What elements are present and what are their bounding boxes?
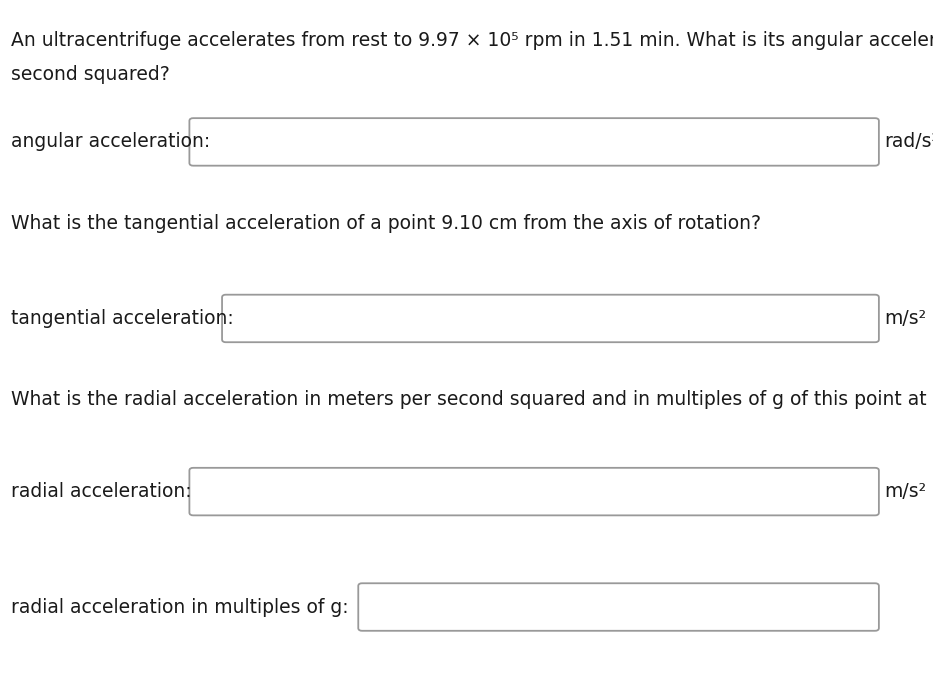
FancyBboxPatch shape bbox=[189, 118, 879, 166]
FancyBboxPatch shape bbox=[358, 583, 879, 631]
Text: m/s²: m/s² bbox=[884, 482, 926, 501]
Text: What is the tangential acceleration of a point 9.10 cm from the axis of rotation: What is the tangential acceleration of a… bbox=[11, 214, 761, 233]
Text: m/s²: m/s² bbox=[884, 309, 926, 328]
Text: tangential acceleration:: tangential acceleration: bbox=[11, 309, 234, 328]
FancyBboxPatch shape bbox=[189, 468, 879, 515]
FancyBboxPatch shape bbox=[222, 295, 879, 342]
Text: radial acceleration in multiples of g:: radial acceleration in multiples of g: bbox=[11, 598, 349, 617]
Text: angular acceleration:: angular acceleration: bbox=[11, 132, 211, 151]
Text: radial acceleration:: radial acceleration: bbox=[11, 482, 192, 501]
Text: rad/s²: rad/s² bbox=[884, 132, 933, 151]
Text: An ultracentrifuge accelerates from rest to 9.97 × 10⁵ rpm in 1.51 min. What is : An ultracentrifuge accelerates from rest… bbox=[11, 31, 933, 50]
Text: second squared?: second squared? bbox=[11, 65, 170, 84]
Text: What is the radial acceleration in meters per second squared and in multiples of: What is the radial acceleration in meter… bbox=[11, 390, 933, 409]
